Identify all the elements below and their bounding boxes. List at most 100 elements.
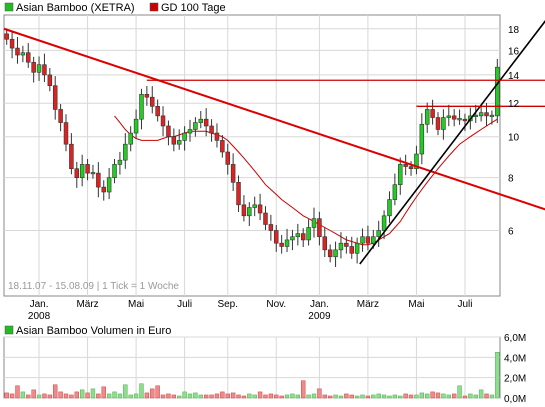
volume-bar [133, 393, 139, 399]
volume-bar [155, 385, 160, 399]
volume-bar [36, 394, 42, 399]
candle-up [392, 184, 398, 200]
candle-up [311, 218, 317, 228]
candle-down [435, 117, 441, 130]
volume-bar [306, 394, 311, 399]
price-y-tick-label: 10 [508, 133, 520, 144]
candle-down [225, 151, 230, 165]
candle-up [457, 118, 462, 121]
volume-bar [58, 391, 63, 399]
volume-bar [117, 393, 123, 399]
candle-down [241, 204, 247, 217]
candle-down [214, 132, 220, 141]
volume-bar [468, 393, 473, 399]
volume-bar [317, 388, 322, 399]
volume-plot-frame [3, 336, 501, 399]
volume-bar-layer [4, 352, 500, 399]
volume-bar [457, 385, 462, 399]
candle-up [79, 164, 85, 178]
main-legend: Asian Bamboo (XETRA) GD 100 Tage [4, 2, 226, 14]
candle-down [484, 112, 489, 117]
candle-down [263, 212, 268, 225]
volume-bar [484, 393, 489, 399]
volume-bar [279, 395, 284, 399]
volume-bar [414, 394, 419, 399]
candle-down [96, 172, 101, 188]
x-tick-label: Juli [177, 299, 192, 310]
volume-bar [403, 393, 408, 399]
volume-bar [90, 388, 96, 399]
volume-bar [198, 394, 203, 399]
x-year-label: 2008 [28, 311, 51, 322]
candle-down [257, 204, 263, 214]
volume-bar [441, 393, 446, 399]
volume-bar [139, 383, 144, 399]
candle-down [236, 182, 241, 206]
x-tick-label: Nov. [266, 299, 286, 310]
volume-bar [42, 393, 47, 399]
candle-up [295, 233, 301, 238]
price-y-tick-label: 18 [508, 25, 520, 36]
volume-bar [160, 394, 166, 399]
volume-bar [9, 393, 15, 399]
volume-bar [338, 395, 344, 399]
volume-bar [144, 392, 150, 399]
x-tick-label: Jan. [310, 299, 329, 310]
candle-up [381, 215, 387, 231]
candle-up [90, 172, 96, 175]
candle-up [182, 132, 187, 141]
price-plot-frame [3, 14, 501, 297]
candle-up [112, 164, 117, 178]
volume-bar [252, 394, 257, 399]
price-y-tick-label: 8 [508, 174, 514, 185]
volume-bar [371, 394, 376, 399]
candle-down [166, 125, 171, 137]
volume-bar [31, 389, 36, 399]
candle-down [52, 85, 58, 110]
downtrend-trendline [3, 27, 545, 211]
volume-bar [26, 394, 31, 399]
candle-up [473, 114, 478, 117]
volume-bar [74, 391, 79, 399]
volume-y-tick-label: 6,0M [504, 333, 526, 344]
legend-label-price: Asian Bamboo (XETRA) [16, 2, 135, 14]
candle-down [403, 164, 408, 167]
candle-down [42, 64, 47, 76]
volume-bar [398, 395, 403, 399]
candle-down [26, 52, 31, 63]
volume-bar [257, 391, 263, 399]
volume-bar [419, 392, 425, 399]
volume-bar [53, 384, 58, 399]
candle-down [317, 218, 322, 238]
price-y-tick-label: 16 [508, 46, 520, 57]
candle-up [139, 93, 144, 120]
candle-down [9, 38, 15, 49]
timeframe-info: 18.11.07 - 15.08.09 | 1 Tick = 1 Woche [8, 281, 179, 292]
candle-down [408, 166, 414, 170]
candle-up [441, 117, 446, 130]
volume-bar [478, 389, 484, 399]
candle-down [171, 136, 177, 145]
volume-bar [209, 394, 214, 399]
x-tick-label: Mai [128, 299, 144, 310]
volume-bar [230, 392, 236, 399]
x-tick-label: März [357, 299, 379, 310]
trendline-layer [3, 20, 545, 265]
candle-down [101, 186, 106, 193]
volume-bar [365, 395, 371, 399]
candle-down [349, 246, 354, 254]
x-tick-label: Juli [457, 299, 472, 310]
volume-bar [4, 392, 9, 399]
volume-bar [274, 394, 279, 399]
candle-up [284, 239, 290, 247]
candle-up [424, 109, 430, 125]
volume-bar [220, 391, 225, 399]
x-year-label: 2009 [308, 311, 331, 322]
candle-down [344, 242, 349, 247]
volume-bar [128, 394, 133, 399]
volume-bar [473, 394, 478, 399]
candle-down [451, 115, 457, 120]
x-tick-label: Mai [408, 299, 424, 310]
volume-bar [177, 395, 182, 399]
volume-bar [241, 395, 247, 399]
